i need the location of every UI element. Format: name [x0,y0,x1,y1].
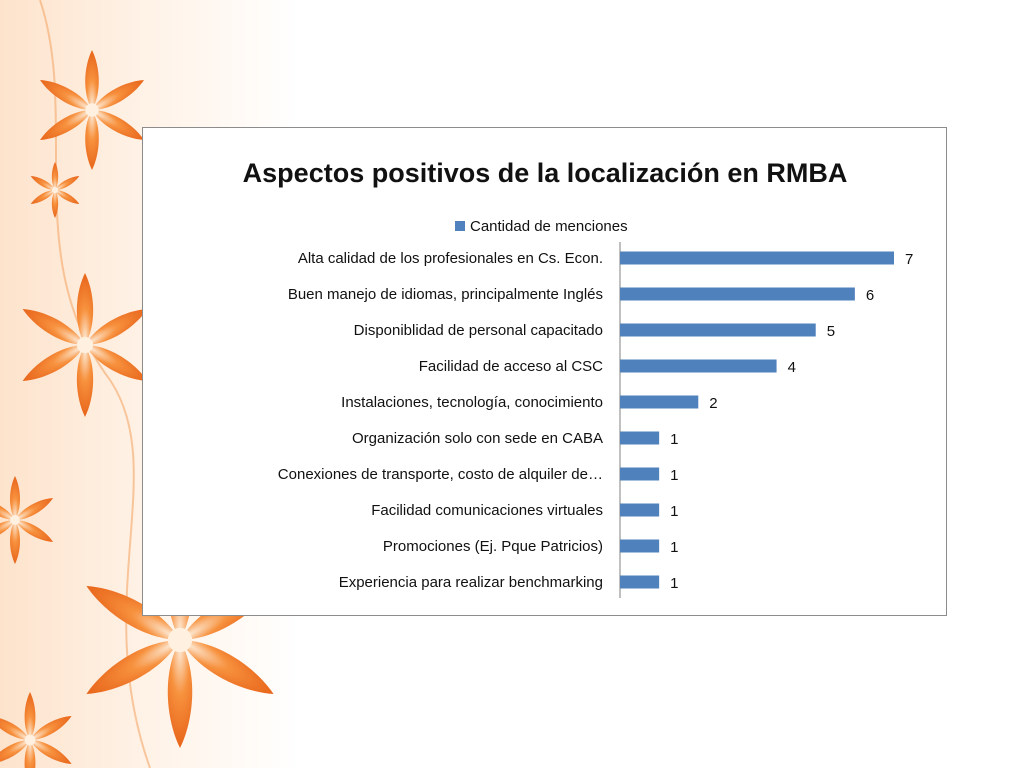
category-label: Instalaciones, tecnología, conocimiento [341,394,603,411]
category-label: Experiencia para realizar benchmarking [339,574,603,591]
bar [620,467,660,481]
category-label: Facilidad de acceso al CSC [419,358,603,375]
data-label: 1 [670,431,678,448]
bar [620,539,660,553]
category-label: Buen manejo de idiomas, principalmente I… [288,286,603,303]
bar [620,431,660,445]
legend-label: Cantidad de menciones [470,218,628,235]
chart-frame: Aspectos positivos de la localización en… [142,127,947,616]
data-label: 6 [866,287,874,304]
category-label: Facilidad comunicaciones virtuales [371,502,603,519]
data-label: 2 [709,395,717,412]
chart-title: Aspectos positivos de la localización en… [243,158,848,188]
bars [620,251,894,589]
bar [620,395,699,409]
bar [620,359,777,373]
data-label: 1 [670,575,678,592]
category-label: Disponiblidad de personal capacitado [354,322,603,339]
bar-chart: Aspectos positivos de la localización en… [243,158,913,598]
bar [620,287,855,301]
data-label: 5 [827,323,835,340]
data-label: 4 [788,359,796,376]
bar [620,251,894,265]
category-label: Organización solo con sede en CABA [352,430,603,447]
category-label: Alta calidad de los profesionales en Cs.… [298,250,603,267]
category-labels: Alta calidad de los profesionales en Cs.… [278,250,603,591]
data-label: 1 [670,467,678,484]
bar [620,323,816,337]
bar [620,503,660,517]
chart-legend: Cantidad de menciones [455,218,628,235]
category-label: Promociones (Ej. Pque Patricios) [383,538,603,555]
category-label: Conexiones de transporte, costo de alqui… [278,466,603,483]
legend-swatch [455,221,465,231]
data-label: 1 [670,503,678,520]
value-labels: 7 6 5 4 2 1 1 1 1 1 [670,251,913,592]
bar [620,575,660,589]
data-label: 1 [670,539,678,556]
data-label: 7 [905,251,913,268]
